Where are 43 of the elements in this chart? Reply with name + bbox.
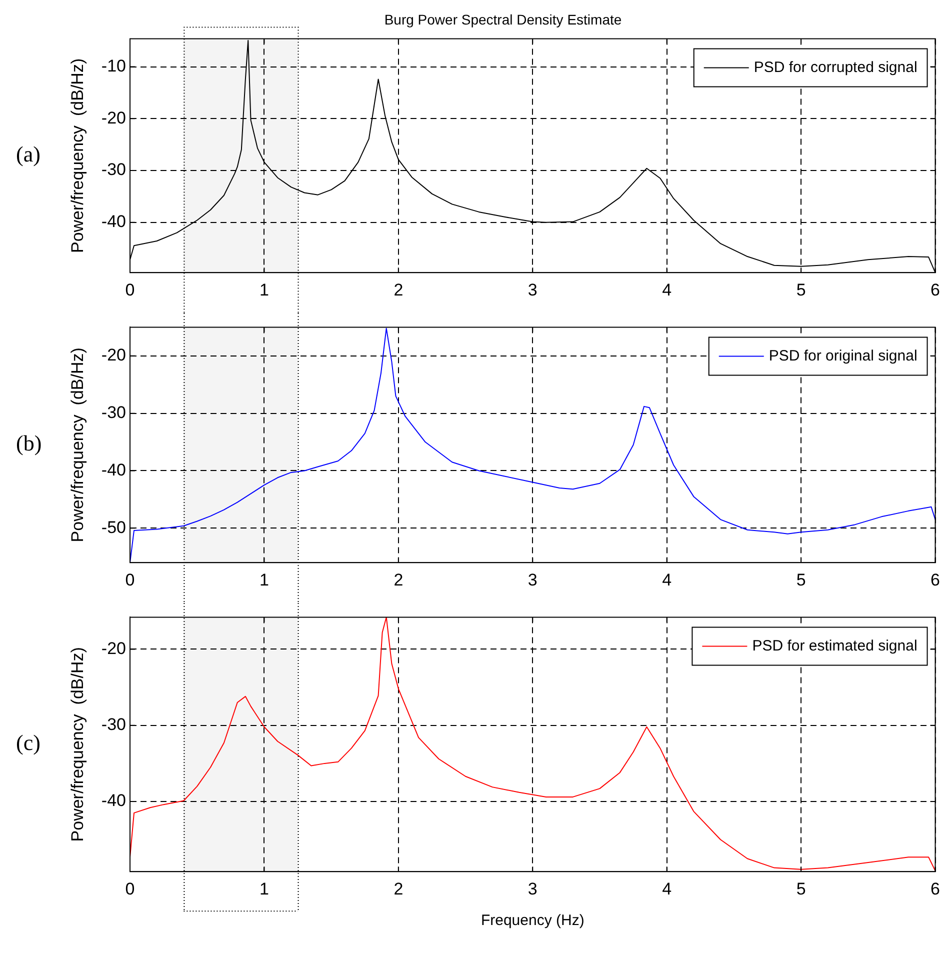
x-tick-label: 6 <box>930 879 940 898</box>
legend-label: PSD for estimated signal <box>752 637 918 654</box>
legend-label: PSD for original signal <box>768 347 918 364</box>
y-axis-title: Power/frequency (dB/Hz) <box>68 348 87 542</box>
x-tick-label: 6 <box>930 570 940 590</box>
text: (c) <box>16 730 40 756</box>
y-axis-title: Power/frequency (dB/Hz) <box>68 647 87 842</box>
y-tick-label: -30 <box>101 403 126 422</box>
text: (a) <box>16 141 40 166</box>
y-tick-label: -40 <box>101 212 126 231</box>
y-tick-label: -30 <box>101 715 126 734</box>
x-tick-label: 4 <box>662 280 672 300</box>
x-tick-label: 2 <box>394 879 404 898</box>
x-tick-label: 3 <box>528 879 538 898</box>
x-tick-label: 5 <box>796 879 806 898</box>
x-tick-label: 6 <box>930 280 940 300</box>
x-tick-label: 1 <box>259 879 269 898</box>
x-tick-label: 5 <box>796 570 806 590</box>
legend-label: PSD for corrupted signal <box>754 58 918 76</box>
x-tick-label: 3 <box>528 570 538 590</box>
x-tick-label: 4 <box>662 570 672 590</box>
chart-title: Burg Power Spectral Density Estimate <box>384 11 622 28</box>
y-tick-label: -20 <box>101 108 126 128</box>
x-tick-label: 0 <box>125 879 135 898</box>
y-tick-label: -20 <box>101 638 126 658</box>
y-tick-label: -50 <box>101 518 126 537</box>
x-tick-label: 1 <box>259 280 269 300</box>
x-tick-label: 0 <box>125 280 135 300</box>
y-tick-label: -10 <box>101 56 126 76</box>
x-tick-label: 2 <box>394 570 404 590</box>
y-tick-label: -40 <box>101 460 126 480</box>
x-tick-label: 1 <box>259 570 269 590</box>
x-axis-title: Frequency (Hz) <box>480 912 584 930</box>
y-tick-label: -20 <box>101 346 126 365</box>
x-tick-label: 4 <box>662 879 672 898</box>
x-tick-label: 2 <box>394 280 404 300</box>
y-tick-label: -40 <box>101 791 126 810</box>
y-axis-title: Power/frequency (dB/Hz) <box>68 58 87 254</box>
x-tick-label: 5 <box>796 280 806 300</box>
text: (b) <box>16 430 42 456</box>
x-tick-label: 0 <box>125 570 135 590</box>
x-tick-label: 3 <box>528 280 538 300</box>
y-tick-label: -30 <box>101 160 126 180</box>
